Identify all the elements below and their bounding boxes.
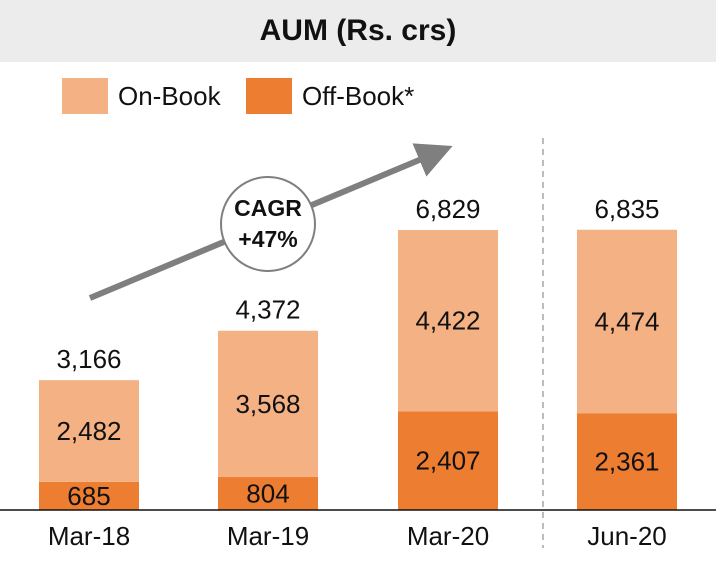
label-total-mar-20: 6,829 (415, 194, 480, 224)
bar-on-book-mar-20 (398, 230, 498, 412)
label-off-book-mar-19: 804 (246, 479, 289, 509)
bar-on-book-mar-19 (218, 330, 318, 478)
label-on-book-mar-20: 4,422 (415, 306, 480, 336)
cagr-bubble (220, 176, 316, 272)
label-on-book-mar-18: 2,482 (56, 416, 121, 446)
x-tick-mar-19: Mar-19 (227, 521, 309, 551)
x-tick-jun-20: Jun-20 (587, 521, 667, 551)
label-total-mar-19: 4,372 (235, 295, 300, 325)
label-on-book-jun-20: 4,474 (594, 306, 659, 336)
legend: On-Book Off-Book* (62, 78, 414, 114)
bar-on-book-jun-20 (577, 229, 677, 414)
legend-swatch-on-book (62, 78, 108, 114)
x-axis-ticks: Mar-18 Mar-19 Mar-20 Jun-20 (48, 521, 667, 551)
chart-header: AUM (Rs. crs) (0, 0, 716, 62)
value-labels: 685 2,482 3,166 804 3,568 4,372 2,407 4,… (56, 194, 659, 511)
bar-off-book-mar-18 (39, 481, 139, 510)
bar-on-book-mar-18 (39, 380, 139, 482)
bar-off-book-mar-20 (398, 411, 498, 510)
label-off-book-mar-20: 2,407 (415, 446, 480, 476)
label-off-book-jun-20: 2,361 (594, 447, 659, 477)
bar-group (39, 229, 677, 510)
x-tick-mar-20: Mar-20 (407, 521, 489, 551)
bar-off-book-jun-20 (577, 413, 677, 510)
label-total-jun-20: 6,835 (594, 194, 659, 224)
legend-label-on-book: On-Book (118, 81, 222, 111)
x-tick-mar-18: Mar-18 (48, 521, 130, 551)
cagr-annotation: CAGR +47% (220, 176, 316, 272)
cagr-value: +47% (238, 226, 297, 252)
cagr-label: CAGR (234, 195, 302, 221)
legend-label-off-book: Off-Book* (302, 81, 414, 111)
bar-off-book-mar-19 (218, 477, 318, 510)
chart-title: AUM (Rs. crs) (259, 14, 457, 47)
label-total-mar-18: 3,166 (56, 344, 121, 374)
label-off-book-mar-18: 685 (67, 481, 110, 511)
legend-swatch-off-book (246, 78, 292, 114)
label-on-book-mar-19: 3,568 (235, 389, 300, 419)
